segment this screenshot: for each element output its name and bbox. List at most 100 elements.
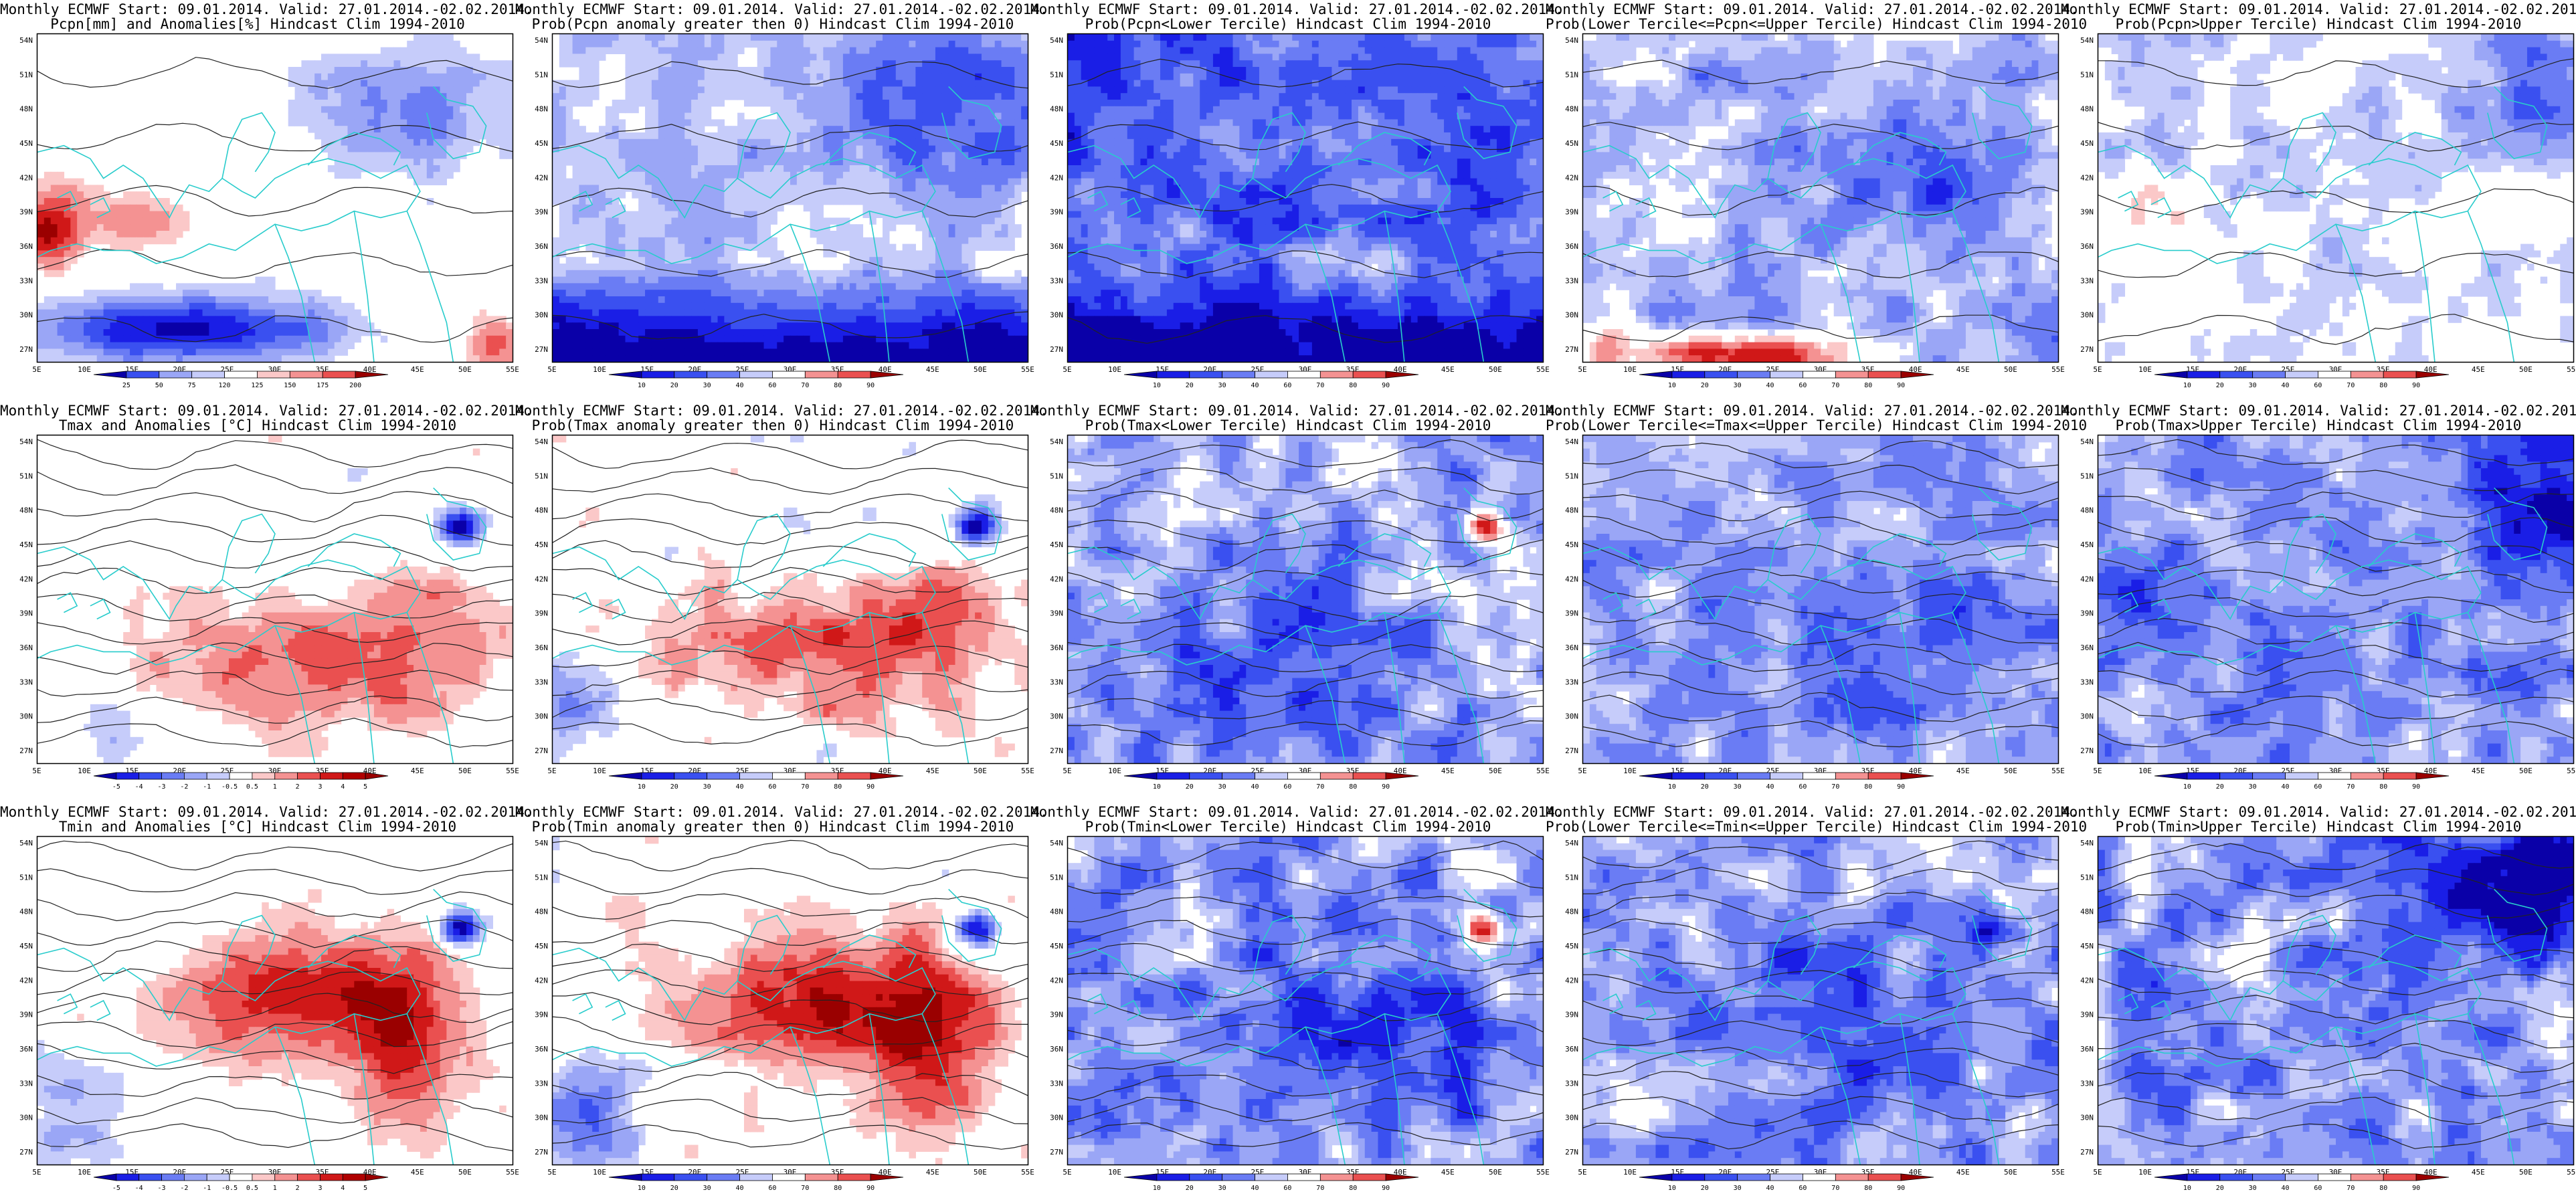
lat-label: 45N	[1565, 139, 1578, 148]
lat-label: 36N	[2080, 1045, 2094, 1054]
lon-label: 10E	[1108, 1168, 1121, 1177]
colorbar-tick-label: 20	[1701, 1185, 1709, 1192]
lat-label: 33N	[2080, 678, 2094, 686]
lat-label: 51N	[1050, 873, 1063, 882]
lat-label: 39N	[535, 609, 548, 618]
lon-label: 45E	[411, 365, 424, 374]
colorbar-tick-label: 90	[866, 783, 875, 791]
colorbar-tick-label: 25	[122, 382, 130, 389]
panel-header: Monthly ECMWF Start: 09.01.2014. Valid: …	[1030, 1, 1564, 17]
lat-label: 42N	[1565, 976, 1578, 985]
lon-label: 50E	[2519, 1168, 2533, 1177]
colorbar-tick-label: 30	[2249, 382, 2257, 389]
lat-label: 27N	[1565, 345, 1578, 354]
colorbar-tick-label: 20	[670, 783, 678, 791]
colorbar-tick-label: 90	[1382, 783, 1390, 791]
lon-label: 45E	[1441, 767, 1455, 775]
colorbar-tick-label: 10	[638, 783, 646, 791]
lon-label: 45E	[1956, 767, 1970, 775]
lat-label: 39N	[19, 208, 33, 217]
lon-label: 40E	[1394, 767, 1407, 775]
lat-label: 30N	[2080, 1114, 2094, 1122]
lat-label: 48N	[535, 506, 548, 515]
panel-subtitle: Tmax and Anomalies [°C] Hindcast Clim 19…	[0, 417, 515, 433]
lat-label: 33N	[19, 276, 33, 285]
lon-label: 40E	[2424, 767, 2437, 775]
lon-label: 50E	[2519, 365, 2533, 374]
lat-label: 36N	[1565, 242, 1578, 251]
colorbar-tick-label: 30	[703, 783, 711, 791]
colorbar: 10 20 30 40 60 70 80 90	[1639, 1173, 1934, 1192]
colorbar-tick-label: 90	[1897, 1185, 1905, 1192]
lat-label: 39N	[1565, 1011, 1578, 1019]
colorbar-tick-label: -5	[112, 1185, 120, 1192]
lat-label: 36N	[1565, 1045, 1578, 1054]
colorbar-tick-label: 30	[1734, 783, 1742, 791]
lat-label: 39N	[1050, 208, 1063, 217]
lat-label: 45N	[535, 942, 548, 950]
lat-label: 30N	[1565, 311, 1578, 320]
colorbar-tick-label: 30	[1734, 1185, 1742, 1192]
lon-label: 5E	[1578, 1168, 1586, 1177]
lon-label: 5E	[547, 1168, 556, 1177]
lon-label: 40E	[1909, 1168, 1922, 1177]
panel-header: Monthly ECMWF Start: 09.01.2014. Valid: …	[1546, 403, 2079, 419]
lat-label: 33N	[2080, 276, 2094, 285]
colorbar-tick-label: 70	[2347, 382, 2355, 389]
lon-label: 40E	[879, 1168, 892, 1177]
panel-header: Monthly ECMWF Start: 09.01.2014. Valid: …	[1030, 804, 1564, 820]
lon-label: 55E	[2567, 767, 2576, 775]
lat-label: 33N	[1050, 678, 1063, 686]
lon-label: 55E	[2051, 1168, 2065, 1177]
colorbar-tick-label: 80	[1349, 382, 1357, 389]
lat-label: 54N	[2080, 839, 2094, 847]
lat-label: 33N	[1565, 678, 1578, 686]
lat-label: 54N	[1050, 839, 1063, 847]
panel-subtitle: Prob(Tmin>Upper Tercile) Hindcast Clim 1…	[2061, 819, 2576, 835]
lat-label: 27N	[1565, 746, 1578, 755]
lon-label: 5E	[1063, 365, 1071, 374]
lon-label: 10E	[1108, 767, 1121, 775]
lat-label: 36N	[2080, 242, 2094, 251]
lon-label: 50E	[2004, 767, 2017, 775]
colorbar-tick-label: 60	[768, 1185, 776, 1192]
lat-label: 45N	[2080, 942, 2094, 950]
colorbar-tick-label: 20	[1186, 1185, 1194, 1192]
colorbar: 10 20 30 40 60 70 80 90	[1123, 772, 1419, 791]
panel-subtitle: Prob(Lower Tercile<=Tmin<=Upper Tercile)…	[1546, 819, 2087, 835]
lat-label: 45N	[535, 540, 548, 549]
colorbar-tick-label: 40	[2282, 382, 2290, 389]
colorbar: 10 20 30 40 60 70 80 90	[2154, 772, 2450, 791]
colorbar-tick-label: -0.5	[221, 783, 238, 791]
lon-label: 5E	[1063, 1168, 1071, 1177]
colorbar-tick-label: 70	[2347, 783, 2355, 791]
lon-label: 45E	[1956, 1168, 1970, 1177]
colorbar-tick-label: 30	[1734, 382, 1742, 389]
panel-header: Monthly ECMWF Start: 09.01.2014. Valid: …	[515, 804, 1048, 820]
lat-label: 42N	[1565, 173, 1578, 182]
lat-label: 45N	[1050, 942, 1063, 950]
panel-header: Monthly ECMWF Start: 09.01.2014. Valid: …	[0, 804, 533, 820]
colorbar-tick-label: 3	[318, 1185, 322, 1192]
lat-label: 51N	[19, 873, 33, 882]
colorbar-tick-label: 20	[1186, 783, 1194, 791]
colorbar-tick-label: 40	[2282, 783, 2290, 791]
colorbar-tick-label: 30	[2249, 1185, 2257, 1192]
colorbar-tick-label: 90	[866, 382, 875, 389]
colorbar-tick-label: 10	[2183, 1185, 2191, 1192]
colorbar-tick-label: 150	[284, 382, 296, 389]
panel-subtitle: Prob(Pcpn<Lower Tercile) Hindcast Clim 1…	[1030, 16, 1546, 32]
colorbar-tick-label: 80	[1349, 1185, 1357, 1192]
lat-label: 51N	[1565, 70, 1578, 79]
panel-subtitle: Prob(Lower Tercile<=Pcpn<=Upper Tercile)…	[1546, 16, 2087, 32]
lat-label: 27N	[19, 345, 33, 354]
lat-label: 51N	[1050, 472, 1063, 480]
colorbar-tick-label: 90	[1382, 1185, 1390, 1192]
colorbar-tick-label: 90	[866, 1185, 875, 1192]
colorbar-tick-label: 125	[251, 382, 263, 389]
lat-label: 36N	[2080, 643, 2094, 652]
colorbar-tick-label: 70	[1831, 783, 1839, 791]
colorbar-tick-label: 10	[1153, 382, 1161, 389]
